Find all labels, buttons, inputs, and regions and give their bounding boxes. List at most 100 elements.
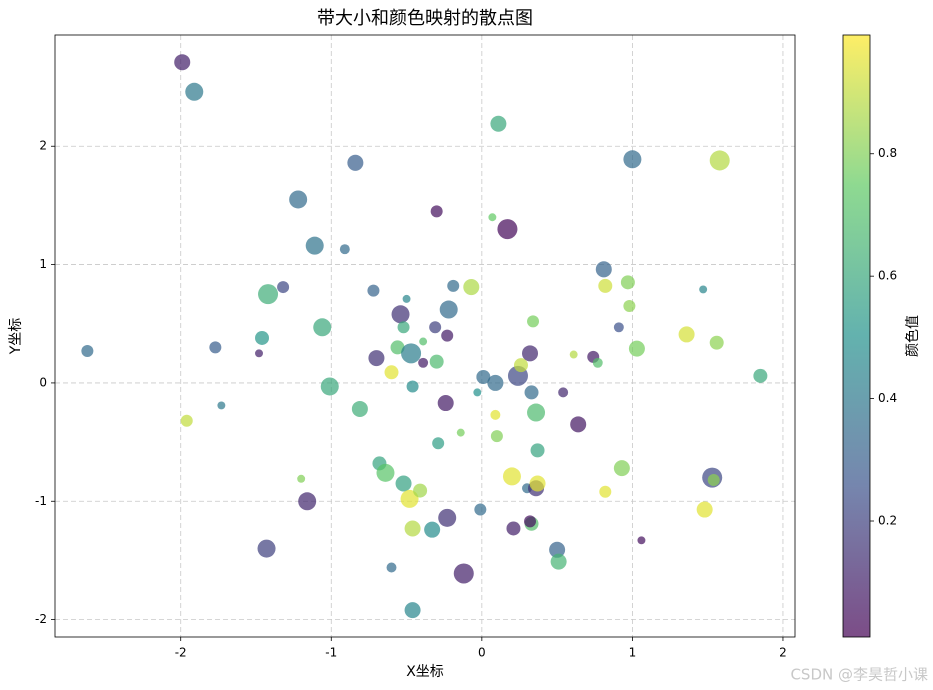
point	[558, 387, 569, 398]
point	[529, 475, 546, 492]
colorbar	[843, 35, 870, 637]
chart-title: 带大小和颜色映射的散点图	[317, 8, 533, 29]
point	[255, 330, 270, 345]
point	[527, 315, 540, 328]
point	[502, 467, 521, 486]
point	[439, 300, 458, 319]
point	[549, 541, 566, 558]
colorbar-frame	[842, 34, 871, 638]
x-tick-label: 1	[629, 646, 637, 660]
point	[413, 483, 428, 498]
point	[258, 284, 279, 305]
point	[376, 463, 395, 482]
x-tick-label: 0	[478, 646, 486, 660]
point	[424, 521, 441, 538]
point	[400, 489, 419, 508]
point	[628, 340, 645, 357]
point	[386, 562, 397, 573]
y-axis-label: Y坐标	[8, 318, 24, 356]
point	[497, 219, 518, 240]
point	[487, 374, 504, 391]
point	[390, 340, 405, 355]
point	[613, 322, 624, 333]
y-tick-label: -1	[35, 494, 47, 508]
point	[613, 460, 630, 477]
point	[180, 414, 193, 427]
point	[595, 261, 612, 278]
point	[447, 279, 460, 292]
point	[432, 437, 445, 450]
point	[678, 326, 695, 343]
point	[623, 300, 636, 313]
point	[463, 279, 480, 296]
point	[620, 275, 635, 290]
point	[174, 54, 191, 71]
colorbar-tick-label: 0.2	[878, 514, 897, 528]
point	[368, 350, 385, 367]
point	[490, 115, 507, 132]
point	[404, 602, 421, 619]
point	[696, 501, 713, 518]
point	[384, 365, 399, 380]
point	[297, 474, 306, 483]
point	[490, 430, 503, 443]
point	[527, 403, 546, 422]
point	[437, 395, 454, 412]
point	[402, 294, 411, 303]
point	[305, 236, 324, 255]
point	[406, 380, 419, 393]
point	[490, 409, 501, 420]
point	[429, 354, 444, 369]
point	[404, 520, 421, 537]
plot-frame	[54, 34, 796, 638]
point	[289, 190, 308, 209]
point	[81, 344, 94, 357]
point	[476, 370, 491, 385]
point	[430, 205, 443, 218]
point	[313, 318, 332, 337]
point	[351, 400, 368, 417]
point	[524, 385, 539, 400]
point	[637, 536, 646, 545]
point	[298, 492, 317, 511]
point	[598, 278, 613, 293]
point	[488, 213, 497, 222]
point	[699, 285, 708, 294]
point	[709, 150, 730, 171]
point	[550, 553, 567, 570]
point	[513, 358, 528, 373]
point	[397, 321, 410, 334]
point	[395, 475, 412, 492]
y-tick-label: 2	[39, 139, 47, 153]
point	[456, 428, 465, 437]
watermark: CSDN @李昊哲小课	[790, 666, 928, 684]
point	[418, 357, 429, 368]
x-tick-label: -2	[175, 646, 187, 660]
point	[522, 345, 539, 362]
point	[473, 388, 482, 397]
point	[217, 401, 226, 410]
y-tick-label: -2	[35, 612, 47, 626]
point	[339, 244, 350, 255]
point	[530, 443, 545, 458]
point	[569, 350, 578, 359]
point	[506, 521, 521, 536]
point	[592, 357, 603, 368]
x-tick-label: -1	[325, 646, 337, 660]
colorbar-tick-label: 0.4	[878, 391, 897, 405]
colorbar-tick-label: 0.6	[878, 269, 897, 283]
point	[401, 343, 422, 364]
point	[419, 337, 428, 346]
point	[185, 82, 204, 101]
y-tick-label: 0	[39, 375, 47, 389]
x-tick-label: 2	[779, 646, 787, 660]
point	[474, 503, 487, 516]
y-tick-label: 1	[39, 257, 47, 271]
point	[441, 329, 454, 342]
point	[453, 563, 474, 584]
point	[524, 515, 537, 528]
colorbar-label: 颜色值	[904, 315, 921, 357]
x-axis-label: X坐标	[406, 664, 444, 680]
point	[429, 321, 442, 334]
